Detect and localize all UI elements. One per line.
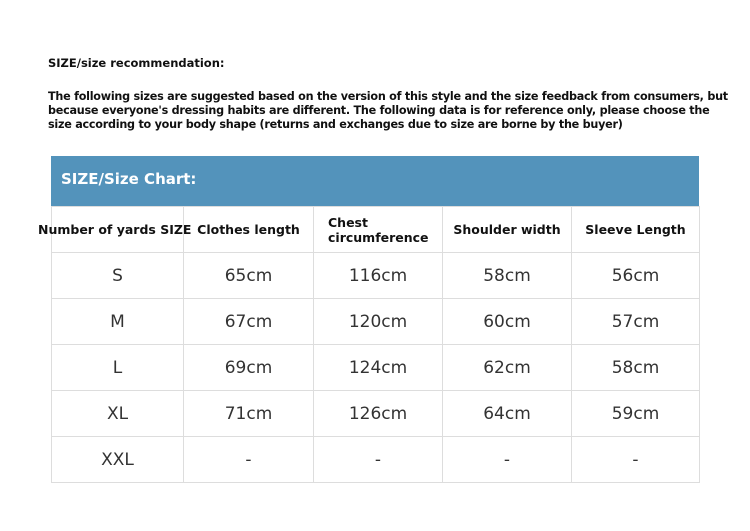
header-row: Number of yards SIZE Clothes length Chest … (38, 206, 700, 253)
cell-value: 64cm (483, 403, 531, 424)
column-header-label: Number of yards SIZE (38, 222, 192, 237)
table-cell: 116cm (313, 252, 443, 299)
cell-value: - (245, 449, 252, 470)
table-cell: 60cm (442, 298, 572, 345)
table-cell: - (313, 436, 443, 483)
description: The following sizes are suggested based … (48, 90, 728, 131)
cell-value: 59cm (611, 403, 660, 424)
table-row: L 69cm 124cm 62cm 58cm (51, 344, 700, 391)
column-header-label: Clothes length (197, 222, 300, 237)
table-cell: 71cm (183, 390, 314, 437)
table-cell: 64cm (442, 390, 572, 437)
table-cell: 124cm (313, 344, 443, 391)
table-cell: - (442, 436, 572, 483)
cell-value: 62cm (483, 357, 531, 378)
table-cell: 56cm (571, 252, 700, 299)
cell-value: 120cm (348, 311, 408, 332)
table-row: XL 71cm 126cm 64cm 59cm (51, 390, 700, 437)
table-cell: M (51, 298, 184, 345)
cell-value: M (110, 311, 125, 332)
chart-banner: SIZE/Size Chart: (51, 156, 699, 206)
cell-value: 56cm (611, 265, 660, 286)
cell-value: 67cm (224, 311, 273, 332)
column-header-label: Chest circumference (328, 214, 429, 245)
table-row: S 65cm 116cm 58cm 56cm (51, 252, 700, 299)
cell-value: 116cm (348, 265, 408, 286)
cell-value: XXL (101, 449, 134, 470)
cell-value: 126cm (348, 403, 408, 424)
column-header: Number of yards SIZE (38, 206, 191, 253)
cell-value: - (374, 449, 382, 470)
table-cell: L (51, 344, 184, 391)
table-row: M 67cm 120cm 60cm 57cm (51, 298, 700, 345)
column-header: Chest circumference (313, 206, 443, 253)
table-cell: 120cm (313, 298, 443, 345)
chart-title: SIZE/Size Chart: (61, 170, 197, 188)
cell-value: 71cm (224, 403, 273, 424)
cell-value: 58cm (611, 357, 660, 378)
size-table: Number of yards SIZE Clothes length Chest … (38, 206, 700, 483)
column-header-label: Shoulder width (453, 222, 561, 237)
cell-value: 69cm (224, 357, 273, 378)
table-cell: XL (51, 390, 184, 437)
table-cell: XXL (51, 436, 184, 483)
column-header: Clothes length (183, 206, 314, 253)
column-header: Sleeve Length (571, 206, 700, 253)
cell-value: 60cm (483, 311, 531, 332)
cell-value: S (112, 265, 123, 286)
cell-value: 58cm (483, 265, 531, 286)
cell-value: - (503, 449, 511, 470)
column-header-label: Sleeve Length (585, 222, 686, 237)
cell-value: L (112, 357, 123, 378)
table-cell: - (183, 436, 314, 483)
table-cell: 67cm (183, 298, 314, 345)
cell-value: - (632, 449, 639, 470)
table-cell: 126cm (313, 390, 443, 437)
table-cell: 58cm (442, 252, 572, 299)
table-cell: - (571, 436, 700, 483)
cell-value: 124cm (348, 357, 408, 378)
table-cell: 65cm (183, 252, 314, 299)
table-cell: 59cm (571, 390, 700, 437)
column-header: Shoulder width (442, 206, 572, 253)
table-cell: 57cm (571, 298, 700, 345)
cell-value: 57cm (611, 311, 660, 332)
heading: SIZE/size recommendation: (48, 56, 225, 70)
table-row: XXL - - - - (51, 436, 700, 483)
table-cell: 69cm (183, 344, 314, 391)
table-cell: 62cm (442, 344, 572, 391)
cell-value: XL (106, 403, 129, 424)
cell-value: 65cm (224, 265, 273, 286)
table-cell: S (51, 252, 184, 299)
table-cell: 58cm (571, 344, 700, 391)
